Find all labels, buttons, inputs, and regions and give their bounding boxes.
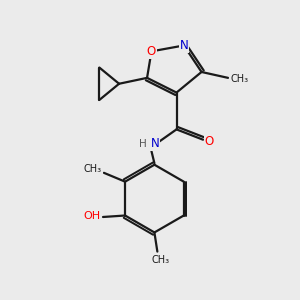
Text: N: N <box>151 137 159 150</box>
Text: CH₃: CH₃ <box>84 164 102 174</box>
Text: H: H <box>140 139 147 148</box>
Text: N: N <box>179 39 188 52</box>
Text: O: O <box>147 45 156 58</box>
Text: O: O <box>205 135 214 148</box>
Text: CH₃: CH₃ <box>152 255 170 265</box>
Text: OH: OH <box>83 211 100 220</box>
Text: CH₃: CH₃ <box>230 74 248 84</box>
